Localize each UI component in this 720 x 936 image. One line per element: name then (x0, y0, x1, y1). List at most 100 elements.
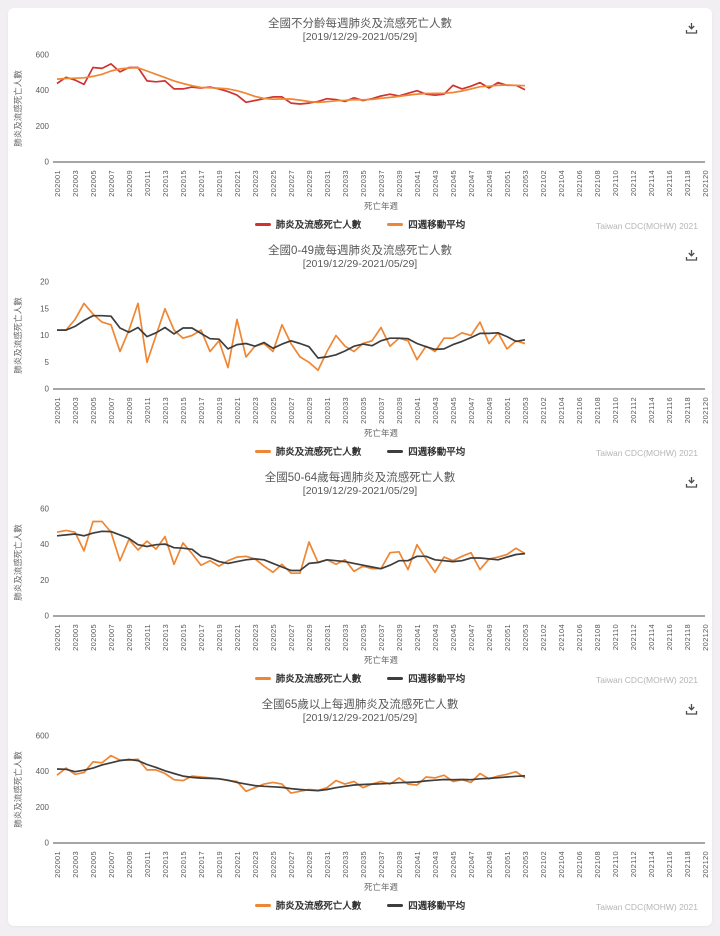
svg-text:200: 200 (36, 803, 50, 812)
download-icon (685, 477, 697, 488)
legend-item-moving-average[interactable]: 四週移動平均 (387, 898, 465, 912)
svg-text:202051: 202051 (503, 170, 512, 197)
svg-text:202017: 202017 (197, 851, 206, 878)
svg-text:202045: 202045 (449, 397, 458, 424)
download-chart-button[interactable] (682, 474, 700, 492)
svg-text:202110: 202110 (611, 851, 620, 877)
legend-item-weekly[interactable]: 肺炎及流感死亡人數 (254, 217, 362, 231)
svg-text:202110: 202110 (611, 624, 620, 650)
chart-title: 全國65歲以上每週肺炎及流感死亡人數 (261, 699, 459, 711)
svg-text:202102: 202102 (539, 397, 548, 424)
svg-text:202116: 202116 (665, 170, 674, 196)
legend-item-moving-average[interactable]: 四週移動平均 (387, 217, 465, 231)
legend-item-weekly[interactable]: 肺炎及流感死亡人數 (254, 444, 361, 458)
svg-text:202027: 202027 (287, 851, 296, 878)
download-chart-button[interactable] (682, 701, 700, 719)
svg-text:202021: 202021 (233, 624, 242, 651)
svg-text:202053: 202053 (521, 851, 530, 878)
svg-text:202015: 202015 (179, 624, 188, 651)
line-chart[interactable]: 0 5 10 15 20 202001 202003 202005 202007 202009 20… (8, 273, 712, 443)
svg-text:202051: 202051 (503, 624, 512, 651)
svg-text:202043: 202043 (431, 851, 440, 878)
svg-text:202029: 202029 (305, 851, 314, 878)
svg-text:202120: 202120 (701, 851, 710, 878)
svg-text:202001: 202001 (53, 170, 62, 197)
svg-text:202043: 202043 (431, 170, 440, 197)
svg-text:202007: 202007 (107, 851, 116, 878)
moving-average-line-swatch (387, 449, 404, 453)
svg-text:202001: 202001 (53, 624, 62, 651)
chart-legend: 肺炎及流感死亡人數 四週移動平均 (8, 671, 712, 685)
svg-text:202015: 202015 (179, 170, 188, 197)
svg-text:死亡年週: 死亡年週 (364, 655, 399, 665)
svg-text:202017: 202017 (197, 624, 206, 651)
svg-text:202039: 202039 (395, 851, 404, 878)
svg-text:202116: 202116 (665, 851, 674, 877)
svg-text:202005: 202005 (89, 397, 98, 424)
data-source-credit: Taiwan CDC(MOHW) 2021 (595, 675, 698, 685)
svg-text:202025: 202025 (269, 624, 278, 651)
download-chart-button[interactable] (682, 247, 700, 265)
svg-text:202106: 202106 (575, 851, 584, 878)
line-chart[interactable]: 0 200 400 600 202001 202003 202005 202007 202009… (8, 727, 712, 897)
svg-text:202114: 202114 (647, 851, 656, 877)
svg-text:202025: 202025 (269, 851, 278, 878)
chart-subtitle: [2019/12/29-2021/05/29] (302, 258, 418, 270)
weekly-line-swatch (254, 222, 271, 226)
moving-average-line-swatch (387, 676, 404, 680)
svg-text:202120: 202120 (701, 397, 710, 424)
chart-title: 全國50-64歲每週肺炎及流感死亡人數 (264, 472, 456, 484)
svg-text:202011: 202011 (143, 851, 152, 877)
svg-text:202108: 202108 (593, 170, 602, 197)
svg-text:202025: 202025 (269, 397, 278, 424)
svg-text:5: 5 (45, 358, 50, 367)
download-chart-button[interactable] (682, 20, 700, 38)
svg-text:202035: 202035 (359, 170, 368, 197)
svg-text:202017: 202017 (197, 397, 206, 424)
svg-text:202118: 202118 (683, 170, 692, 196)
download-icon (685, 704, 697, 715)
legend-label-moving-average: 四週移動平均 (408, 447, 466, 458)
chart-subtitle: [2019/12/29-2021/05/29] (302, 712, 418, 724)
legend-item-moving-average[interactable]: 四週移動平均 (387, 444, 465, 458)
svg-text:0: 0 (45, 158, 50, 167)
svg-text:15: 15 (40, 304, 49, 313)
legend-item-weekly[interactable]: 肺炎及流感死亡人數 (254, 898, 361, 912)
svg-text:202009: 202009 (125, 397, 134, 424)
svg-text:202021: 202021 (233, 397, 242, 424)
legend-item-moving-average[interactable]: 四週移動平均 (387, 671, 465, 685)
chart-legend: 肺炎及流感死亡人數 四週移動平均 (8, 444, 712, 458)
svg-text:202118: 202118 (683, 851, 692, 877)
svg-text:202035: 202035 (359, 851, 368, 878)
legend-label-moving-average: 四週移動平均 (408, 674, 466, 685)
svg-text:202019: 202019 (215, 397, 224, 424)
svg-text:202045: 202045 (449, 624, 458, 651)
svg-text:0: 0 (45, 612, 50, 621)
svg-text:202023: 202023 (251, 624, 260, 651)
line-chart[interactable]: 0 20 40 60 202001 202003 202005 202007 202009 202… (8, 500, 712, 670)
data-source-credit: Taiwan CDC(MOHW) 2021 (595, 448, 698, 458)
svg-text:202037: 202037 (377, 397, 386, 424)
svg-text:202106: 202106 (575, 397, 584, 424)
legend-item-weekly[interactable]: 肺炎及流感死亡人數 (254, 671, 361, 685)
svg-text:202029: 202029 (305, 624, 314, 651)
svg-text:202116: 202116 (665, 624, 674, 650)
svg-text:202019: 202019 (215, 170, 224, 197)
chart-subtitle: [2019/12/29-2021/05/29] (302, 485, 418, 497)
line-chart[interactable]: 0 200 400 600 202001 202003 202005 202007 202009… (8, 46, 712, 216)
svg-text:0: 0 (45, 839, 50, 848)
chart-legend: 肺炎及流感死亡人數 四週移動平均 (8, 217, 712, 231)
svg-text:202104: 202104 (557, 397, 566, 424)
svg-text:20: 20 (40, 576, 49, 585)
svg-text:202019: 202019 (215, 851, 224, 878)
svg-text:202009: 202009 (125, 851, 134, 878)
chart-legend: 肺炎及流感死亡人數 四週移動平均 (8, 898, 712, 912)
chart-section-age-65-plus: 全國65歲以上每週肺炎及流感死亡人數 [2019/12/29-2021/05/2… (8, 689, 712, 916)
svg-text:202025: 202025 (269, 170, 278, 197)
svg-text:202013: 202013 (161, 170, 170, 197)
legend-label-weekly: 肺炎及流感死亡人數 (275, 220, 362, 231)
svg-text:202112: 202112 (629, 851, 638, 877)
svg-text:202007: 202007 (107, 624, 116, 651)
svg-text:死亡年週: 死亡年週 (364, 882, 399, 892)
chart-title: 全國不分齡每週肺炎及流感死亡人數 (268, 18, 452, 30)
